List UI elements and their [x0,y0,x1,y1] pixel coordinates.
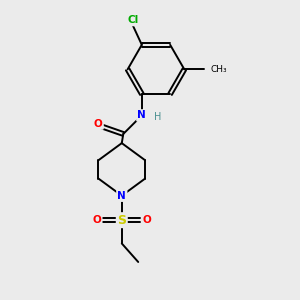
Text: S: S [117,214,126,227]
Text: N: N [137,110,146,120]
Text: N: N [117,191,126,201]
Text: H: H [154,112,161,122]
Text: CH₃: CH₃ [210,65,227,74]
Text: O: O [94,118,103,128]
Text: O: O [92,215,101,225]
Text: O: O [142,215,151,225]
Text: Cl: Cl [127,15,139,25]
